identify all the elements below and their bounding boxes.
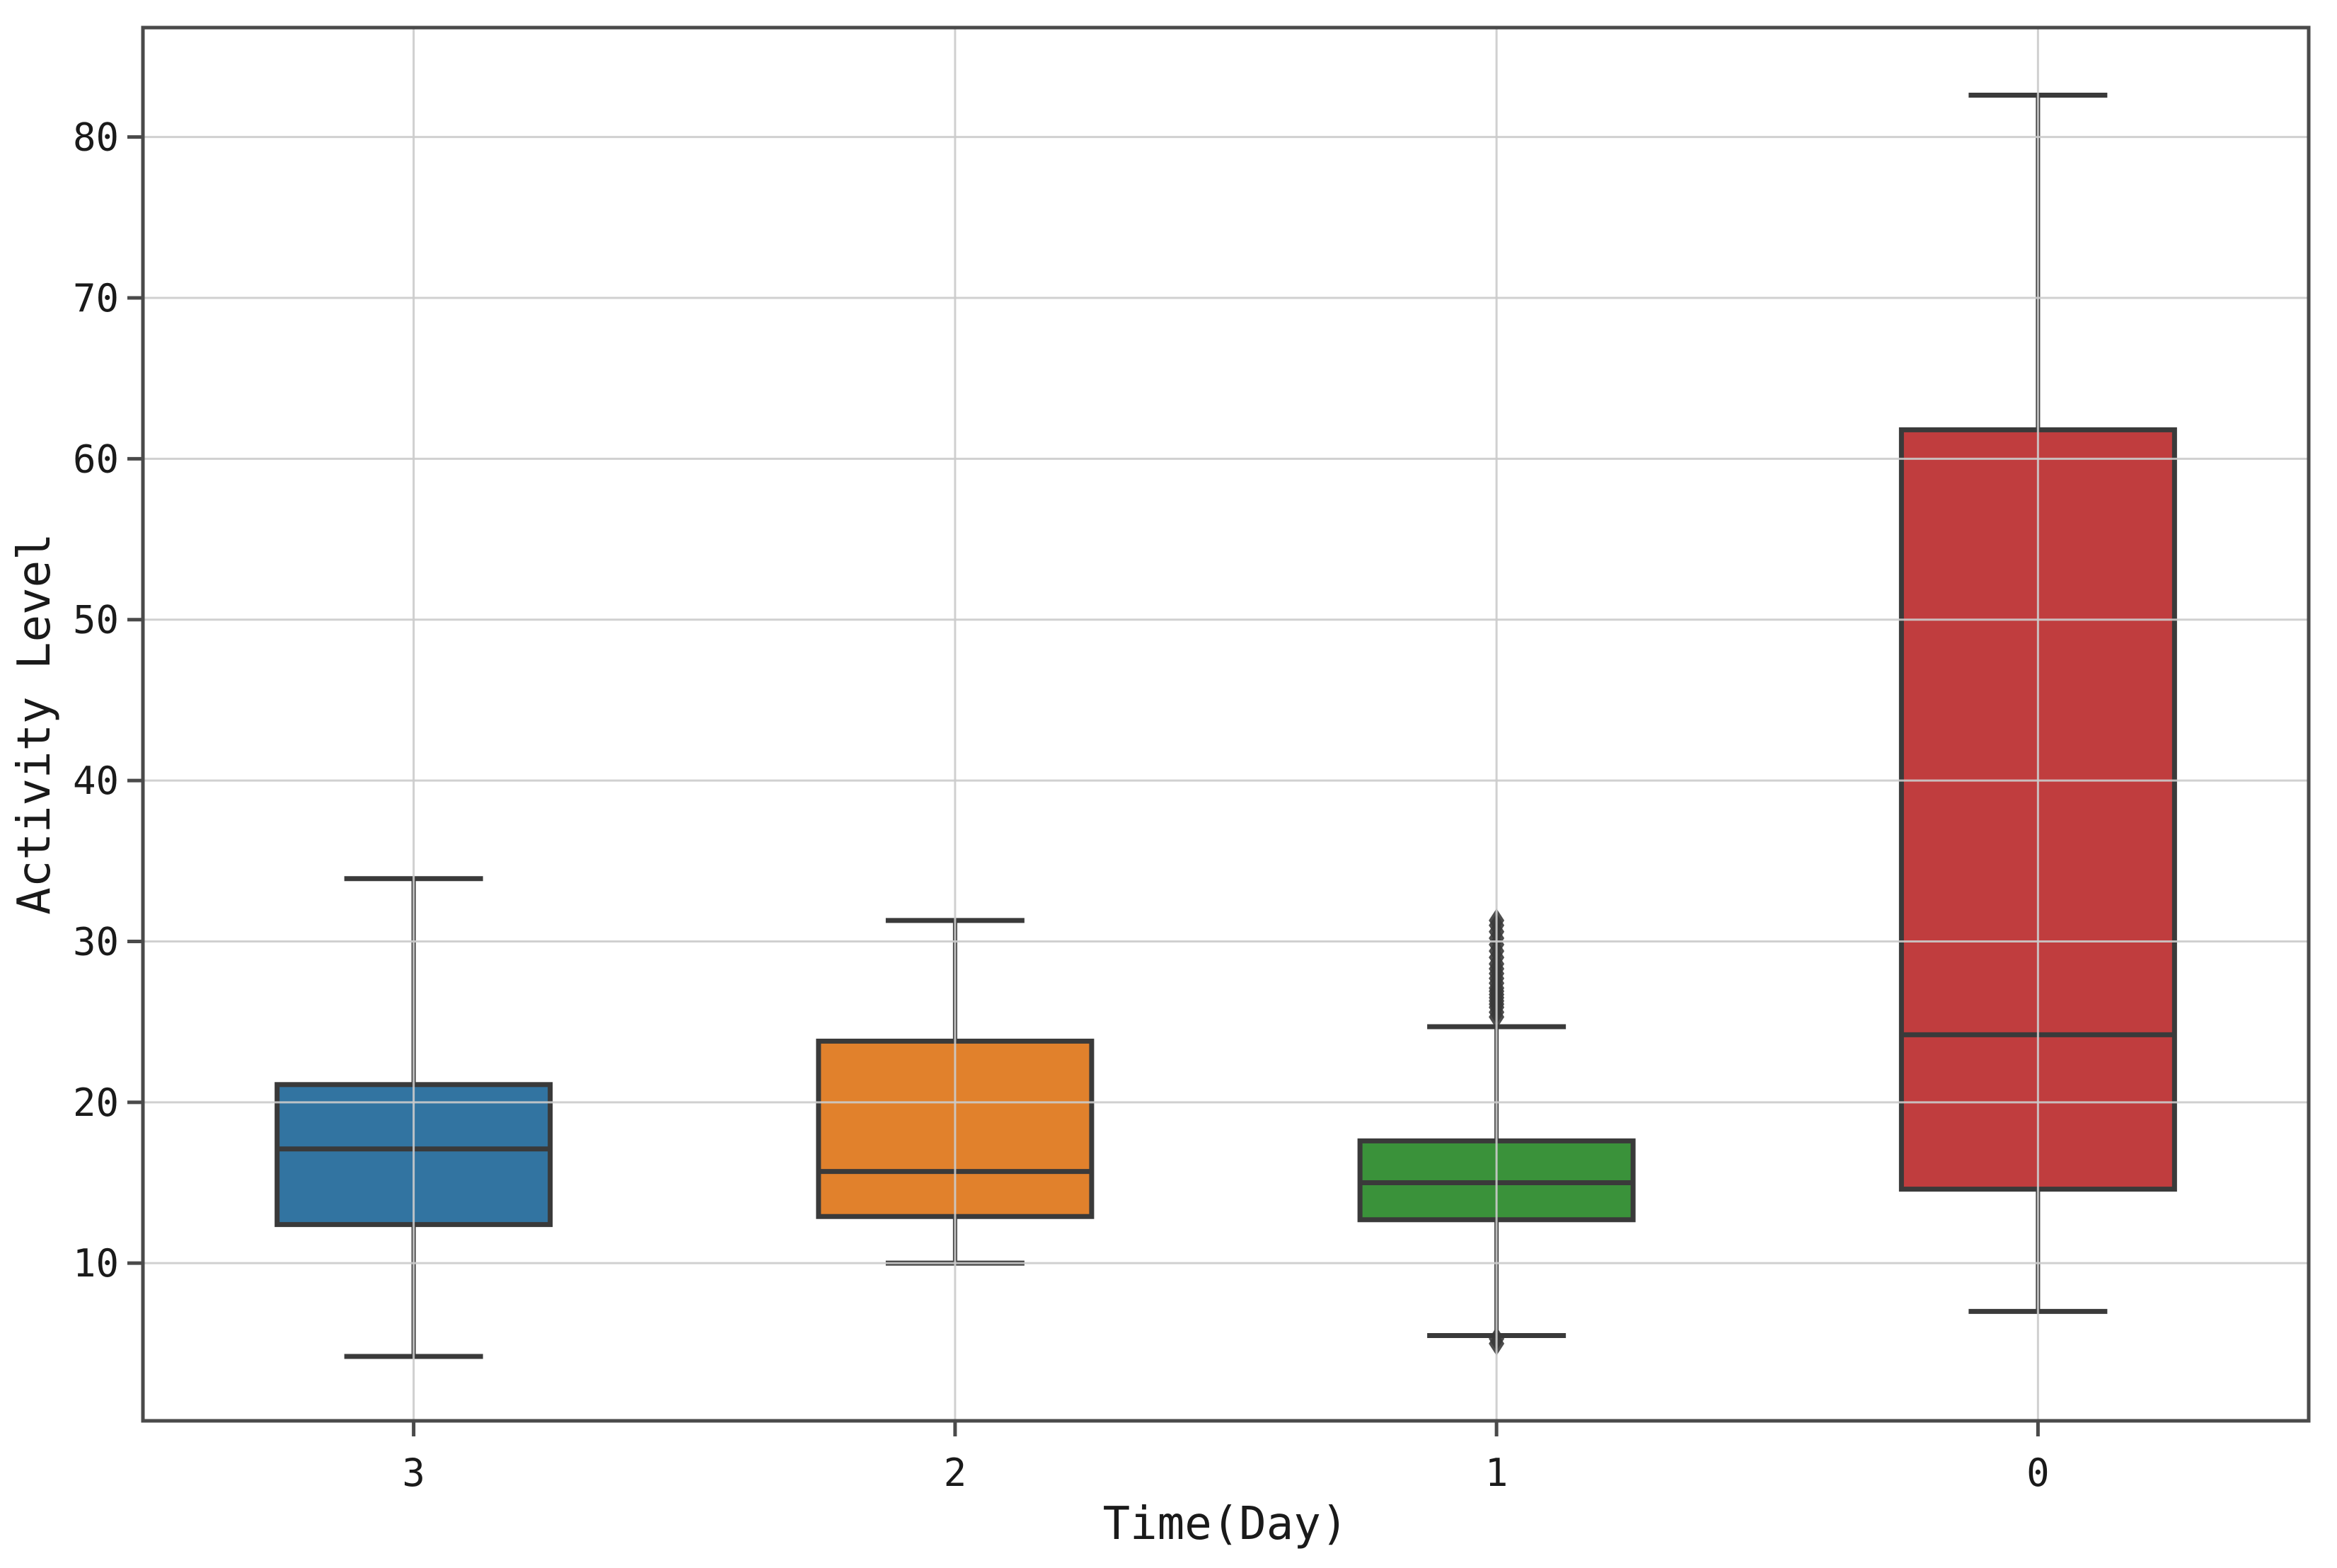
y-tick-label: 10: [73, 1241, 119, 1286]
y-tick-label: 60: [73, 437, 119, 481]
x-axis-label: Time(Day): [1103, 1498, 1349, 1550]
x-tick-label: 1: [1485, 1451, 1508, 1495]
y-tick-label: 50: [73, 598, 119, 642]
y-tick-label: 80: [73, 115, 119, 160]
y-tick-label: 20: [73, 1080, 119, 1125]
x-tick-label: 2: [944, 1451, 967, 1495]
x-tick-label: 0: [2026, 1451, 2050, 1495]
plot-border: [141, 25, 2311, 1423]
boxes-layer: [275, 92, 2177, 1359]
y-tick-label: 40: [73, 759, 119, 803]
y-tick-label: 30: [73, 919, 119, 964]
x-tick-label: 3: [402, 1451, 425, 1495]
y-axis-label: Activity Level: [8, 533, 61, 914]
y-tick-label: 70: [73, 276, 119, 321]
gridlines-layer: [143, 28, 2309, 1421]
